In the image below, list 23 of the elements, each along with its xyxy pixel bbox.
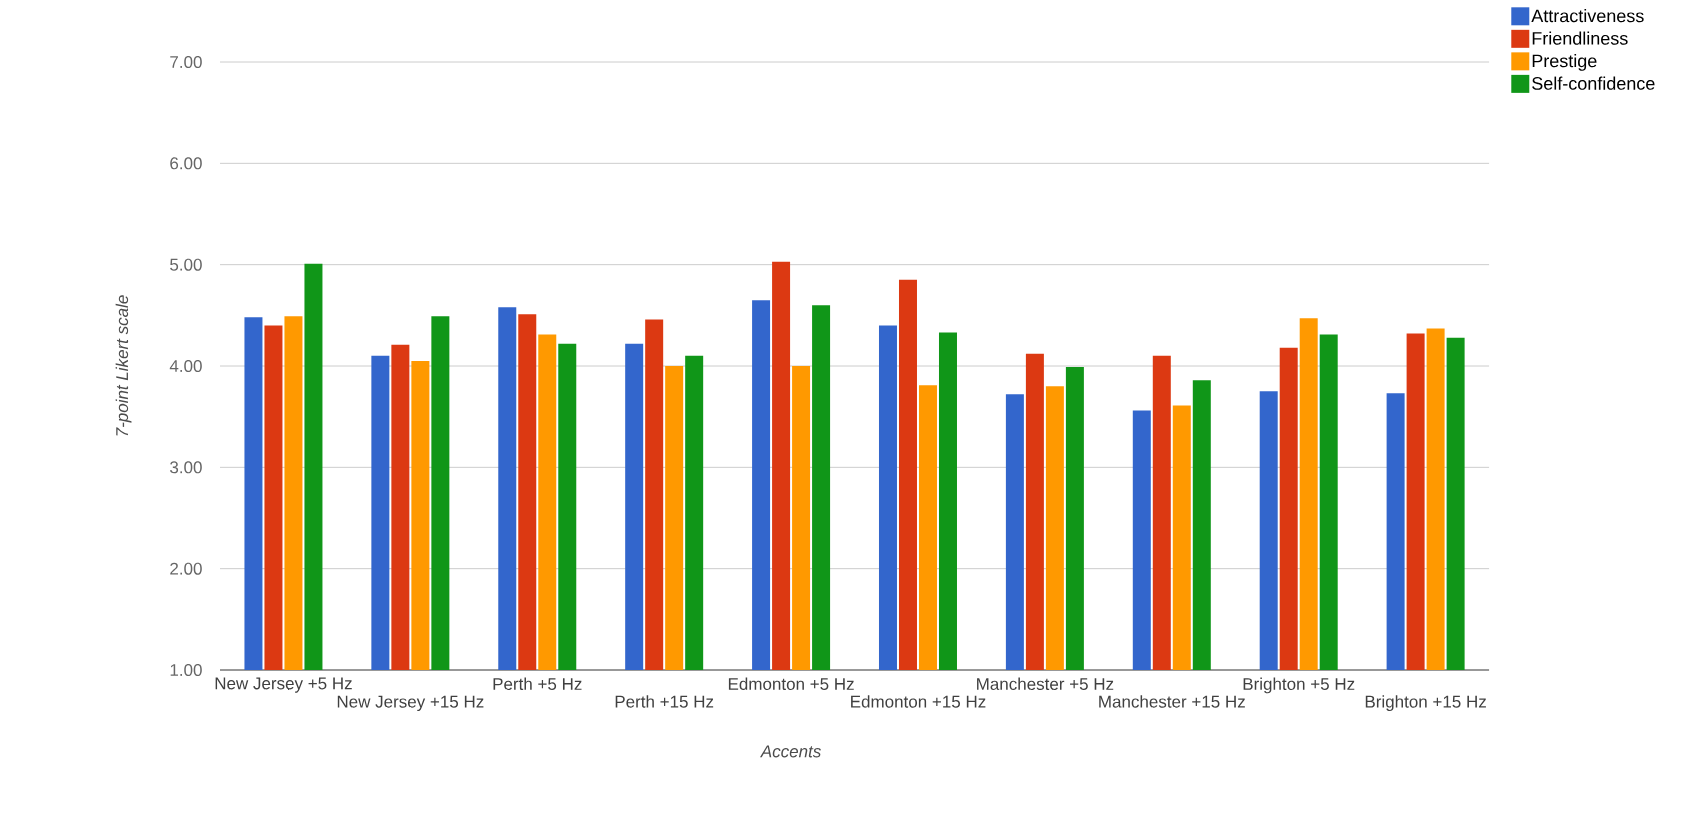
x-tick-label: Perth +5 Hz [493, 677, 582, 691]
y-axis-title: 7-point Likert scale [115, 295, 132, 436]
x-tick-label: New Jersey +15 Hz [337, 695, 484, 712]
y-tick-label: 4.00 [169, 359, 202, 373]
x-tick-label: Manchester +5 Hz [977, 677, 1114, 691]
y-tick-label: 7.00 [170, 55, 202, 69]
y-tick-label: 3.00 [170, 461, 202, 474]
legend-label: Friendliness [1532, 31, 1628, 45]
legend-label: Self-confidence [1532, 76, 1655, 90]
x-tick-label: Edmonton +5 Hz [728, 677, 854, 691]
x-tick-label: Brighton +15 Hz [1365, 695, 1486, 712]
x-tick-label: New Jersey +5 Hz [215, 677, 352, 693]
x-axis-title: Accents [760, 745, 821, 758]
legend-label: Prestige [1532, 54, 1597, 71]
x-tick-label: Edmonton +15 Hz [851, 695, 986, 708]
y-tick-label: 6.00 [170, 157, 202, 170]
x-tick-label: Brighton +5 Hz [1243, 677, 1355, 694]
x-tick-label: Perth +15 Hz [615, 695, 714, 708]
y-tick-label: 2.00 [170, 562, 202, 575]
y-tick-label: 1.00 [170, 663, 202, 677]
x-tick-label: Manchester +15 Hz [1099, 695, 1245, 708]
y-tick-label: 5.00 [170, 258, 202, 271]
legend-label: Attractiveness [1531, 9, 1644, 23]
